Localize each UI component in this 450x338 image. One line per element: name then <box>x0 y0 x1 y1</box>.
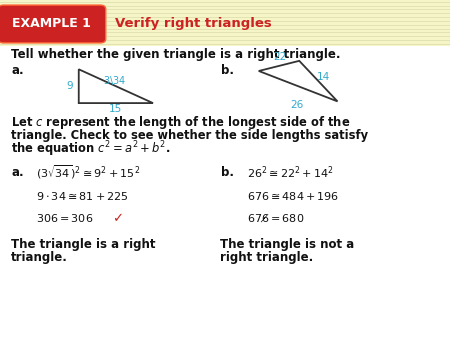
Text: Let $c$ represent the length of the longest side of the: Let $c$ represent the length of the long… <box>11 114 351 131</box>
Text: The triangle is a right: The triangle is a right <box>11 238 156 250</box>
Text: The triangle is not a: The triangle is not a <box>220 238 355 250</box>
Text: ✓: ✓ <box>112 213 123 225</box>
Text: $(3\sqrt{34})^2 \cong 9^2 + 15^2$: $(3\sqrt{34})^2 \cong 9^2 + 15^2$ <box>36 164 140 181</box>
Text: $26^2 \cong 22^2 + 14^2$: $26^2 \cong 22^2 + 14^2$ <box>247 164 333 181</box>
Text: $676 \not= 680$: $676 \not= 680$ <box>247 212 304 224</box>
Text: $9 \cdot 34 \cong 81 + 225$: $9 \cdot 34 \cong 81 + 225$ <box>36 190 129 202</box>
Text: 14: 14 <box>316 72 330 82</box>
Text: 26: 26 <box>290 100 304 111</box>
Text: triangle.: triangle. <box>11 251 68 264</box>
Text: b.: b. <box>220 166 234 179</box>
Text: triangle. Check to see whether the side lengths satisfy: triangle. Check to see whether the side … <box>11 129 369 142</box>
Text: EXAMPLE 1: EXAMPLE 1 <box>12 17 91 30</box>
Text: 9: 9 <box>67 81 73 91</box>
Text: right triangle.: right triangle. <box>220 251 314 264</box>
Text: $676 \cong 484 + 196$: $676 \cong 484 + 196$ <box>247 190 339 202</box>
Text: 15: 15 <box>109 104 122 114</box>
Text: b.: b. <box>220 65 234 77</box>
Text: Verify right triangles: Verify right triangles <box>115 17 271 30</box>
Text: the equation $c^2 = a^2 + b^2$.: the equation $c^2 = a^2 + b^2$. <box>11 140 171 159</box>
FancyBboxPatch shape <box>0 0 450 46</box>
Text: Tell whether the given triangle is a right triangle.: Tell whether the given triangle is a rig… <box>11 48 341 61</box>
Text: a.: a. <box>11 166 24 179</box>
FancyBboxPatch shape <box>0 5 106 43</box>
Text: $306 = 306$: $306 = 306$ <box>36 212 93 224</box>
Text: a.: a. <box>11 65 24 77</box>
Text: 22: 22 <box>273 52 287 62</box>
Text: $3\backslash34$: $3\backslash34$ <box>103 74 126 87</box>
